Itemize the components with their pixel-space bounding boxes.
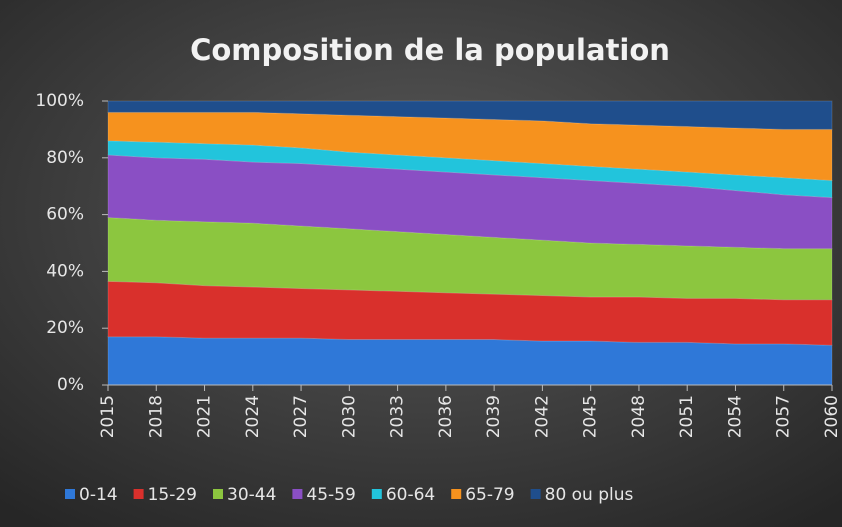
x-tick-label: 2051 [677, 395, 697, 438]
chart-title: Composition de la population [190, 33, 670, 67]
y-tick-label: 20% [46, 318, 84, 338]
x-tick-label: 2033 [388, 395, 408, 438]
legend-label: 65-79 [465, 485, 514, 505]
area [107, 140, 833, 199]
legend-label: 30-44 [227, 485, 276, 505]
y-tick-label: 0% [57, 375, 84, 395]
legend-swatch [530, 489, 541, 499]
legend-swatch [65, 489, 75, 499]
y-tick-label: 100% [35, 91, 84, 111]
x-tick-label: 2060 [822, 395, 842, 438]
y-tick-label: 80% [46, 148, 84, 168]
y-tick-label: 40% [46, 261, 84, 281]
x-tick-label: 2027 [291, 395, 311, 438]
area [107, 154, 833, 250]
x-tick-label: 2045 [581, 395, 601, 438]
x-tick-label: 2048 [629, 395, 649, 438]
x-tick-label: 2042 [532, 395, 552, 438]
x-tick-label: 2030 [339, 395, 359, 438]
area [107, 111, 833, 182]
legend-label: 80 ou plus [545, 485, 634, 505]
x-tick-label: 2057 [774, 395, 794, 438]
legend-label: 45-59 [306, 485, 355, 505]
legend-swatch [133, 489, 144, 499]
x-tick-label: 2015 [98, 395, 118, 438]
legend-swatch [213, 489, 223, 499]
area [107, 100, 833, 130]
area [107, 216, 833, 301]
x-tick-label: 2054 [725, 395, 745, 438]
x-tick-label: 2021 [195, 395, 215, 438]
legend-swatch [371, 489, 382, 499]
legend-label: 60-64 [386, 485, 435, 505]
area [107, 280, 833, 346]
x-tick-label: 2018 [146, 395, 166, 438]
x-tick-label: 2024 [243, 395, 263, 438]
legend-swatch [292, 489, 303, 499]
legend-label: 0-14 [79, 485, 118, 505]
legend-label: 15-29 [148, 485, 197, 505]
legend-swatch [451, 489, 462, 499]
x-tick-label: 2039 [484, 395, 504, 438]
y-tick-label: 60% [46, 205, 84, 225]
x-tick-label: 2036 [436, 395, 456, 438]
